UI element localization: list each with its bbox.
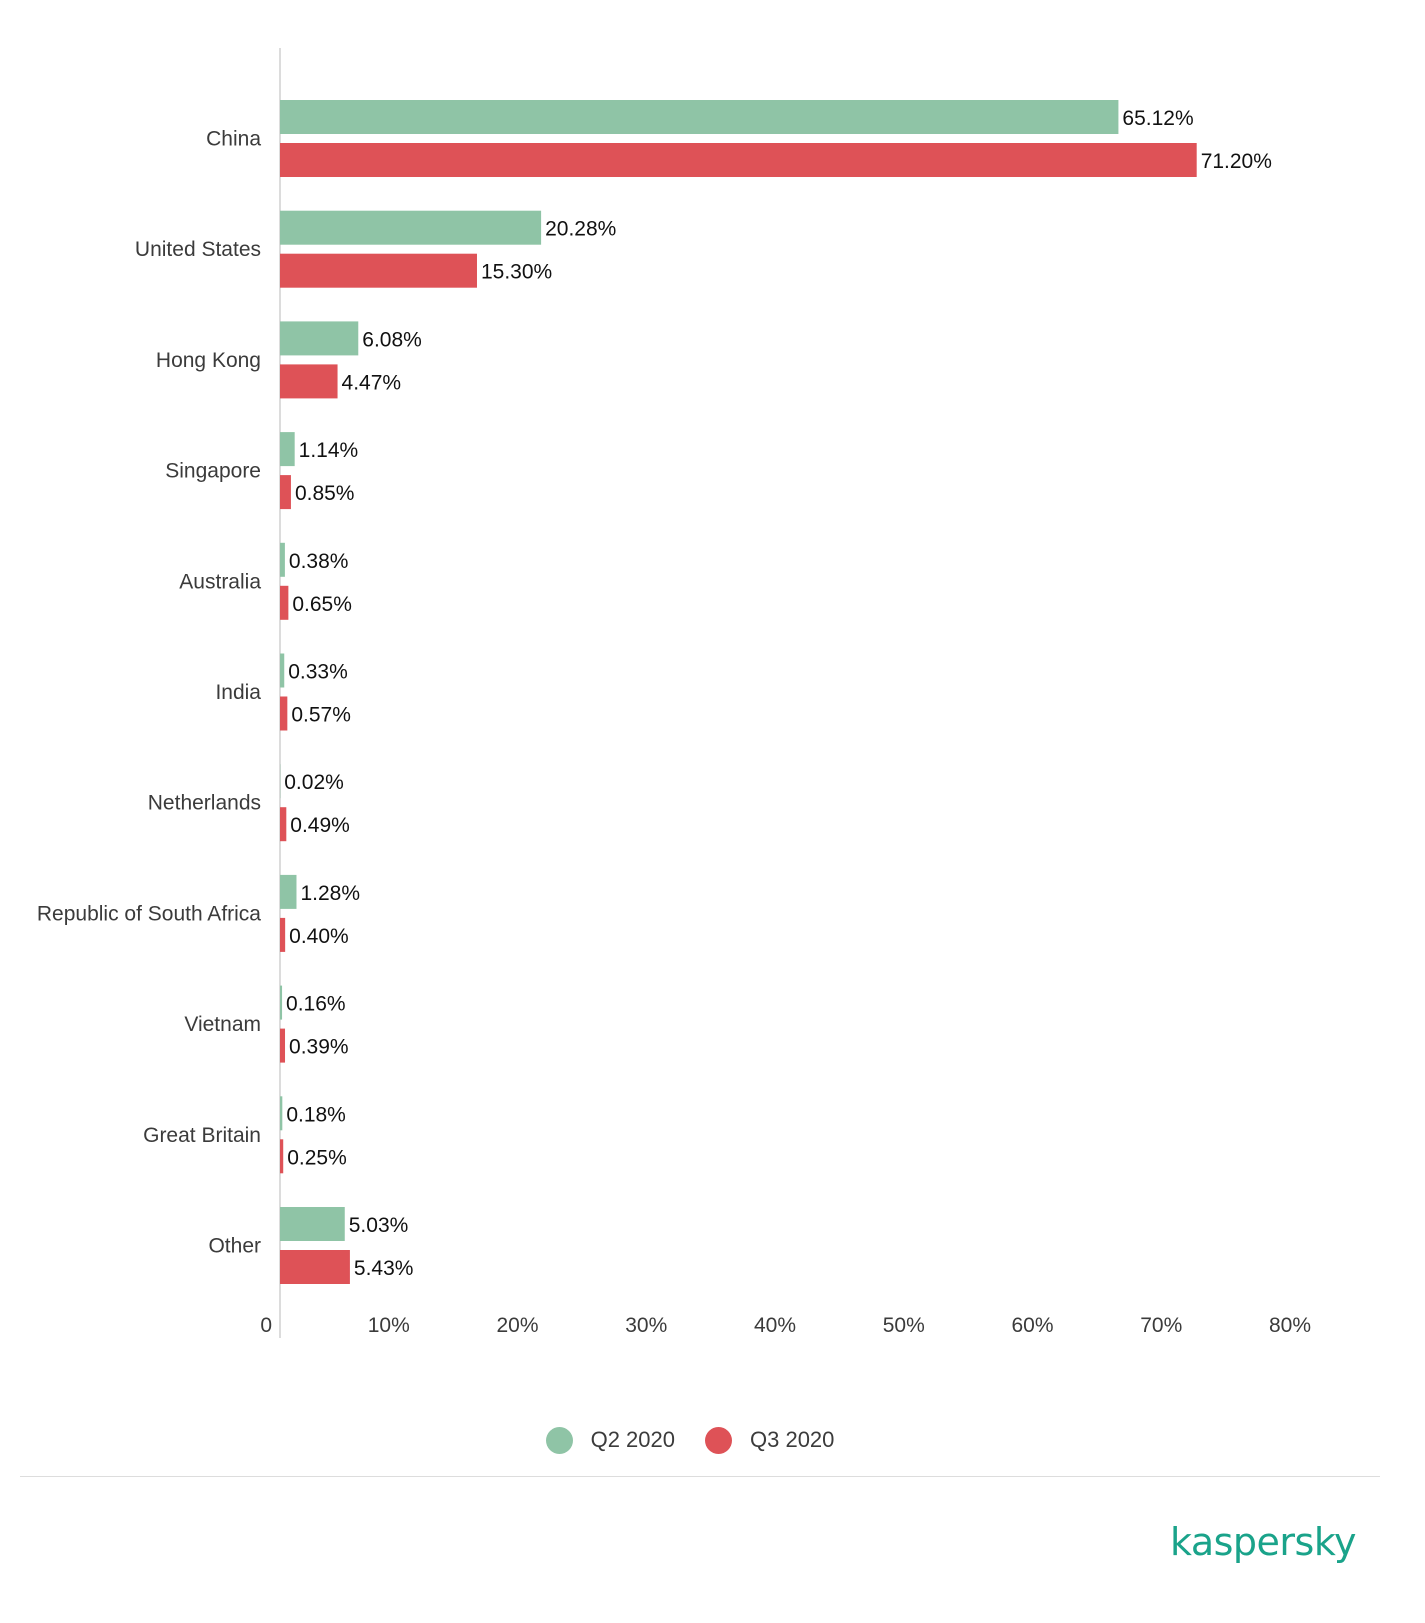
bar-q2 (280, 542, 285, 577)
data-label: 0.65% (292, 593, 352, 616)
category-label: Hong Kong (156, 349, 261, 372)
x-tick-label: 50% (883, 1314, 925, 1337)
category-label: United States (135, 238, 261, 261)
data-label: 71.20% (1201, 150, 1272, 173)
data-label: 0.49% (290, 814, 350, 837)
category-label: Singapore (165, 460, 261, 483)
data-label: 0.39% (289, 1036, 349, 1059)
category-label: Netherlands (148, 792, 261, 815)
bar-q2 (280, 432, 295, 467)
legend-swatch-q3 (705, 1426, 732, 1454)
legend-label-q3: Q3 2020 (750, 1427, 835, 1452)
legend-item-q3: Q3 2020 (705, 1426, 835, 1454)
x-tick-label: 10% (368, 1314, 410, 1337)
bar-q2 (280, 210, 542, 245)
divider (20, 1476, 1380, 1477)
data-label: 1.28% (300, 882, 360, 905)
bar-q3 (280, 585, 289, 620)
data-label: 0.40% (289, 925, 349, 948)
bar-chart: China 65.12% 71.20% United States 20.28% 15.3… (37, 48, 1311, 1338)
bar-q3 (280, 475, 291, 510)
data-label: 1.14% (299, 439, 359, 462)
x-tick-label: 70% (1140, 1314, 1182, 1337)
bar-q2 (280, 653, 285, 688)
legend-label-q2: Q2 2020 (590, 1427, 675, 1452)
data-label: 5.03% (349, 1214, 409, 1237)
bar-q3 (280, 143, 1197, 177)
category-label: Great Britain (143, 1124, 261, 1147)
x-tick-label: 40% (754, 1314, 796, 1337)
bar-q3 (280, 696, 288, 731)
bar-q3 (280, 917, 286, 952)
data-label: 0.38% (289, 550, 349, 573)
legend-item-q2: Q2 2020 (545, 1426, 675, 1454)
bar-q2 (280, 321, 359, 356)
category-label: India (215, 681, 261, 704)
data-label: 20.28% (545, 218, 616, 241)
data-label: 65.12% (1122, 107, 1193, 130)
data-label: 0.57% (291, 704, 351, 727)
data-label: 0.02% (284, 771, 344, 794)
data-label: 15.30% (481, 261, 552, 284)
data-label: 0.85% (295, 482, 355, 505)
data-label: 4.47% (342, 371, 402, 394)
bar-q3 (280, 807, 287, 842)
data-label: 0.16% (286, 993, 346, 1016)
category-label: Republic of South Africa (37, 902, 261, 925)
bar-q2 (280, 1207, 345, 1241)
data-label: 5.43% (354, 1257, 414, 1280)
data-label: 0.18% (286, 1103, 346, 1126)
category-label: China (206, 128, 261, 151)
bar-q3 (280, 1139, 284, 1174)
data-label: 6.08% (362, 328, 422, 351)
kaspersky-logo: kaspersky (1170, 1520, 1356, 1564)
x-tick-label: 0 (260, 1314, 272, 1337)
bar-q2 (280, 100, 1119, 134)
bar-q3 (280, 364, 338, 399)
category-label: Vietnam (184, 1013, 261, 1036)
bar-q2 (280, 985, 283, 1020)
x-tick-label: 30% (625, 1314, 667, 1337)
category-label: Australia (179, 570, 261, 593)
bar-q2 (280, 1096, 283, 1131)
legend: Q2 2020 Q3 2020 (0, 1420, 1380, 1460)
category-label: Other (208, 1235, 261, 1258)
legend-swatch-q2 (545, 1426, 573, 1454)
bar-q2 (280, 874, 297, 909)
x-tick-label: 20% (496, 1314, 538, 1337)
bar-q3 (280, 253, 477, 288)
data-label: 0.25% (287, 1146, 347, 1169)
x-tick-label: 80% (1269, 1314, 1311, 1337)
bar-q3 (280, 1250, 350, 1284)
bar-q3 (280, 1028, 286, 1063)
x-tick-label: 60% (1011, 1314, 1053, 1337)
data-label: 0.33% (288, 661, 348, 684)
